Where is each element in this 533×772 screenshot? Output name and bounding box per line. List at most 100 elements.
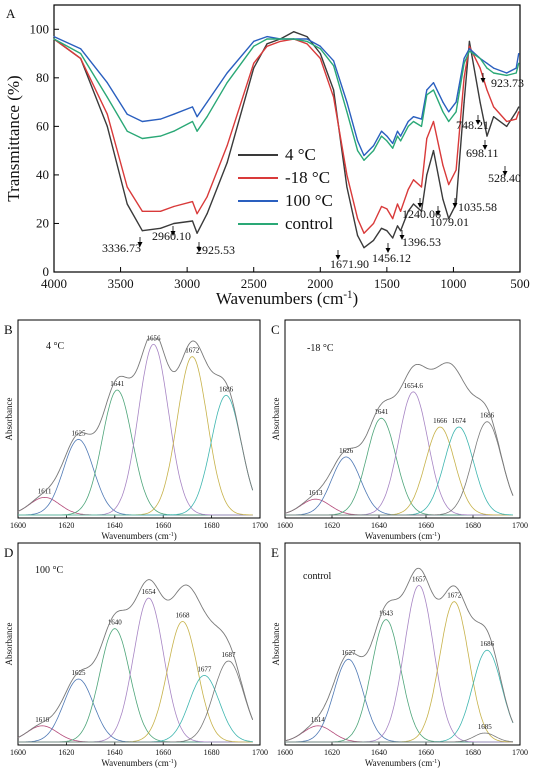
y-tick-label: 100 (30, 21, 50, 36)
x-tick-label: 1620 (324, 521, 340, 530)
peak-label: 1687 (222, 651, 237, 659)
peak-label: 1672 (185, 347, 200, 355)
x-tick-label: 1700 (252, 521, 268, 530)
series-point (380, 227, 383, 229)
series-point (141, 230, 143, 232)
series-point (191, 220, 194, 222)
series-point (506, 74, 508, 76)
series-point (306, 43, 308, 45)
series-point (493, 116, 495, 118)
peak-label: 1685 (478, 723, 493, 731)
x-tick-label: 500 (510, 276, 530, 291)
y-axis-label: Transmittance (%) (4, 75, 23, 201)
series-point (420, 125, 423, 127)
series-point (479, 101, 481, 103)
series-point (442, 101, 444, 103)
peak-annotation: 528.40 (488, 171, 521, 185)
peak-annotation: 923.73 (491, 76, 524, 90)
panel-condition-label: -18 °C (307, 343, 334, 354)
series-point (448, 111, 450, 113)
peak-annotation: 1396.53 (402, 235, 441, 249)
series-point (506, 72, 508, 74)
series-point (356, 140, 359, 142)
series-point (420, 186, 423, 188)
series-point (448, 184, 450, 186)
peak-label: 1640 (108, 619, 123, 627)
series-point (412, 120, 415, 123)
series-point (386, 208, 388, 210)
series-point (141, 210, 143, 212)
series-point (426, 137, 428, 140)
x-tick-label: 1600 (277, 748, 293, 757)
series-point (363, 159, 365, 161)
x-tick-label: 1620 (58, 521, 74, 530)
series-point (226, 82, 228, 84)
series-point (493, 67, 495, 69)
series-point (506, 125, 508, 127)
panel-letter: C (271, 322, 280, 337)
annotation-arrowhead (452, 203, 458, 208)
x-tick-label: 1660 (418, 521, 434, 530)
fitted-envelope (284, 567, 514, 742)
panel-letter: E (271, 545, 279, 560)
series-point (173, 130, 175, 132)
series-point (455, 169, 457, 171)
series-point (191, 120, 194, 123)
x-tick-label: 1680 (465, 748, 481, 757)
series-point (106, 125, 108, 127)
series-point (293, 31, 295, 33)
peak-label: 1626 (339, 447, 354, 455)
series-point (363, 247, 365, 249)
panel-d: D 100 °C 1600 1620 1640 1660 1680 1700 Wavenumbe… (4, 542, 268, 768)
x-tick-label: 2500 (241, 276, 267, 291)
series-point (455, 101, 457, 103)
series-point (206, 213, 208, 215)
x-tick-label: 1680 (204, 748, 220, 757)
peak-label: 1686 (480, 640, 495, 648)
series-point (380, 205, 383, 208)
series-point (463, 62, 465, 64)
series-point (486, 67, 488, 69)
series-point (346, 111, 348, 113)
series-point (426, 174, 428, 176)
series-point (442, 111, 444, 113)
peak-label: 1686 (480, 412, 495, 420)
series-point (392, 142, 394, 144)
peak-annotation: 2960.10 (152, 229, 191, 243)
component-peak-6 (285, 732, 513, 743)
series-point (196, 116, 198, 118)
series-point (400, 140, 402, 142)
x-tick-label: 1700 (512, 521, 528, 530)
series-point (159, 135, 162, 137)
component-peak-5 (18, 394, 254, 516)
panel-c: C -18 °C 1600 1620 1640 1660 1680 1700 Wavenumbe… (271, 319, 528, 541)
series-point (412, 116, 415, 118)
series-point (392, 237, 394, 239)
peak-label: 1610 (35, 716, 50, 724)
peak-label: 1641 (110, 380, 125, 388)
series-point (206, 101, 208, 103)
annotation-arrowhead (475, 120, 481, 125)
series-point (372, 150, 375, 152)
x-tick-label: 1600 (10, 748, 26, 757)
series-point (306, 35, 308, 38)
legend-label: 4 °C (285, 145, 316, 164)
series-point (400, 230, 402, 232)
series-point (196, 130, 198, 132)
annotation-arrowhead (137, 242, 143, 247)
peak-label: 1625 (72, 669, 87, 677)
x-axis-label: Wavenumbers (cm-1) (365, 531, 440, 541)
x-tick-label: 3000 (174, 276, 200, 291)
peak-label: 1614 (311, 716, 326, 724)
series-point (141, 137, 143, 140)
series-point (346, 174, 348, 176)
peak-annotation: 748.21 (456, 118, 489, 132)
legend-label: control (285, 214, 333, 233)
series-point (333, 89, 335, 91)
series-point (196, 232, 198, 234)
panel-condition-label: 100 °C (35, 565, 63, 576)
x-tick-label: 1600 (277, 521, 293, 530)
series-point (106, 82, 108, 84)
series-point (386, 140, 388, 142)
